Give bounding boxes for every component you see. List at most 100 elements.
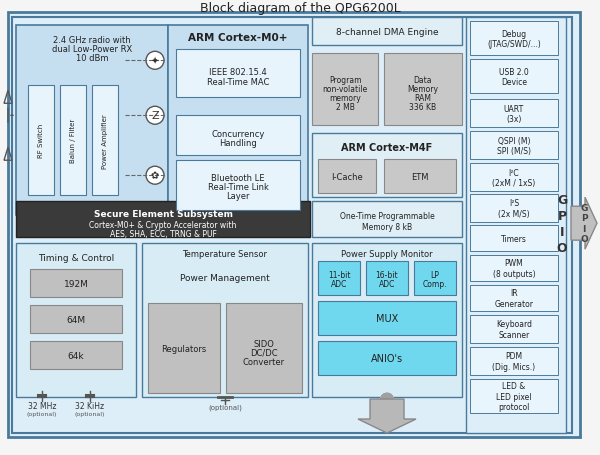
FancyBboxPatch shape [470,315,558,344]
FancyBboxPatch shape [470,164,558,192]
Text: I²S
(2x M/S): I²S (2x M/S) [498,199,530,218]
Circle shape [146,167,164,185]
Text: Power Supply Monitor: Power Supply Monitor [341,249,433,258]
FancyBboxPatch shape [312,134,462,198]
Text: Balun / Filter: Balun / Filter [70,119,76,163]
Text: dual Low-Power RX: dual Low-Power RX [52,45,132,54]
Text: Layer: Layer [226,191,250,200]
Text: 32 MHz: 32 MHz [28,401,56,410]
Text: PWM
(8 outputs): PWM (8 outputs) [493,259,535,278]
FancyBboxPatch shape [312,18,462,46]
FancyBboxPatch shape [12,18,572,433]
FancyBboxPatch shape [8,13,580,437]
Text: ✦: ✦ [151,56,159,66]
Text: 32 KiHz: 32 KiHz [76,401,104,410]
Text: Program: Program [329,76,361,85]
FancyBboxPatch shape [148,303,220,393]
FancyBboxPatch shape [16,202,310,238]
Text: QSPI (M)
SPI (M/S): QSPI (M) SPI (M/S) [497,136,531,156]
Text: Cortex-M0+ & Crypto Accelerator with: Cortex-M0+ & Crypto Accelerator with [89,220,236,229]
FancyBboxPatch shape [318,302,456,335]
Text: DC/DC: DC/DC [250,348,278,357]
FancyBboxPatch shape [414,262,456,295]
FancyBboxPatch shape [470,226,558,252]
Text: Converter: Converter [243,357,285,366]
FancyBboxPatch shape [384,160,456,194]
FancyBboxPatch shape [470,60,558,94]
Text: Keyboard
Scanner: Keyboard Scanner [496,320,532,339]
Text: (optional): (optional) [208,404,242,410]
FancyBboxPatch shape [470,100,558,128]
Text: 336 KB: 336 KB [409,102,437,111]
Text: 192M: 192M [64,279,88,288]
Polygon shape [571,198,597,250]
Text: MUX: MUX [376,313,398,324]
FancyBboxPatch shape [176,116,300,156]
Text: 8-channel DMA Engine: 8-channel DMA Engine [335,28,439,37]
Text: PDM
(Dig. Mics.): PDM (Dig. Mics.) [493,352,536,371]
FancyBboxPatch shape [318,262,360,295]
Text: ETM: ETM [411,172,429,181]
FancyBboxPatch shape [176,161,300,211]
Text: G
P
I
O: G P I O [580,204,588,244]
Text: Temperature Sensor: Temperature Sensor [182,249,268,258]
FancyBboxPatch shape [384,54,462,126]
Text: Memory 8 kB: Memory 8 kB [362,222,412,231]
FancyBboxPatch shape [466,18,566,433]
FancyBboxPatch shape [470,195,558,222]
FancyBboxPatch shape [470,132,558,160]
Text: Data: Data [414,76,432,85]
Text: Real-Time Link: Real-Time Link [208,182,268,191]
Text: 11-bit: 11-bit [328,270,350,279]
Text: (optional): (optional) [75,410,105,415]
FancyBboxPatch shape [366,262,408,295]
Text: G
P
I
O: G P I O [557,193,568,254]
FancyBboxPatch shape [142,243,308,397]
FancyBboxPatch shape [470,22,558,56]
FancyBboxPatch shape [470,347,558,375]
Text: 16-bit: 16-bit [376,270,398,279]
Circle shape [146,107,164,125]
FancyBboxPatch shape [16,243,136,397]
FancyBboxPatch shape [28,86,54,196]
FancyBboxPatch shape [168,26,308,216]
Text: 2.4 GHz radio with: 2.4 GHz radio with [53,36,131,45]
FancyBboxPatch shape [470,285,558,311]
FancyBboxPatch shape [318,341,456,375]
Text: AES, SHA, ECC, TRNG & PUF: AES, SHA, ECC, TRNG & PUF [110,229,217,238]
Text: ANIO's: ANIO's [371,353,403,363]
Text: Timing & Control: Timing & Control [38,253,114,262]
Text: ARM Cortex-M0+: ARM Cortex-M0+ [188,33,288,43]
Text: ADC: ADC [379,279,395,288]
Text: (optional): (optional) [27,410,57,415]
Text: IEEE 802.15.4: IEEE 802.15.4 [209,68,267,76]
Text: UART
(3x): UART (3x) [504,104,524,124]
Text: ARM Cortex-M4F: ARM Cortex-M4F [341,143,433,153]
Text: 10 dBm: 10 dBm [76,54,108,63]
Polygon shape [358,399,416,433]
Text: Z: Z [151,111,159,121]
Text: I²C
(2xM / 1xS): I²C (2xM / 1xS) [493,168,536,187]
Text: One-Time Programmable: One-Time Programmable [340,211,434,220]
Text: RF Switch: RF Switch [38,124,44,158]
FancyBboxPatch shape [470,256,558,282]
Text: Debug
(JTAG/SWD/...): Debug (JTAG/SWD/...) [487,30,541,49]
Text: ✿: ✿ [151,171,159,181]
FancyBboxPatch shape [176,50,300,98]
FancyBboxPatch shape [312,54,378,126]
FancyBboxPatch shape [312,202,462,238]
FancyBboxPatch shape [92,86,118,196]
Text: I-Cache: I-Cache [331,172,363,181]
FancyBboxPatch shape [16,26,168,216]
FancyBboxPatch shape [60,86,86,196]
Text: Regulators: Regulators [161,344,206,353]
Text: non-volatile: non-volatile [322,85,368,94]
Text: USB 2.0
Device: USB 2.0 Device [499,67,529,87]
Text: 64M: 64M [67,315,86,324]
FancyBboxPatch shape [226,303,302,393]
Text: 64k: 64k [68,351,85,360]
Text: Secure Element Subsystem: Secure Element Subsystem [94,209,233,218]
Text: Power Amplifier: Power Amplifier [102,114,108,168]
Text: IR
Generator: IR Generator [494,289,533,308]
Text: Block diagram of the QPG6200L: Block diagram of the QPG6200L [200,2,400,15]
